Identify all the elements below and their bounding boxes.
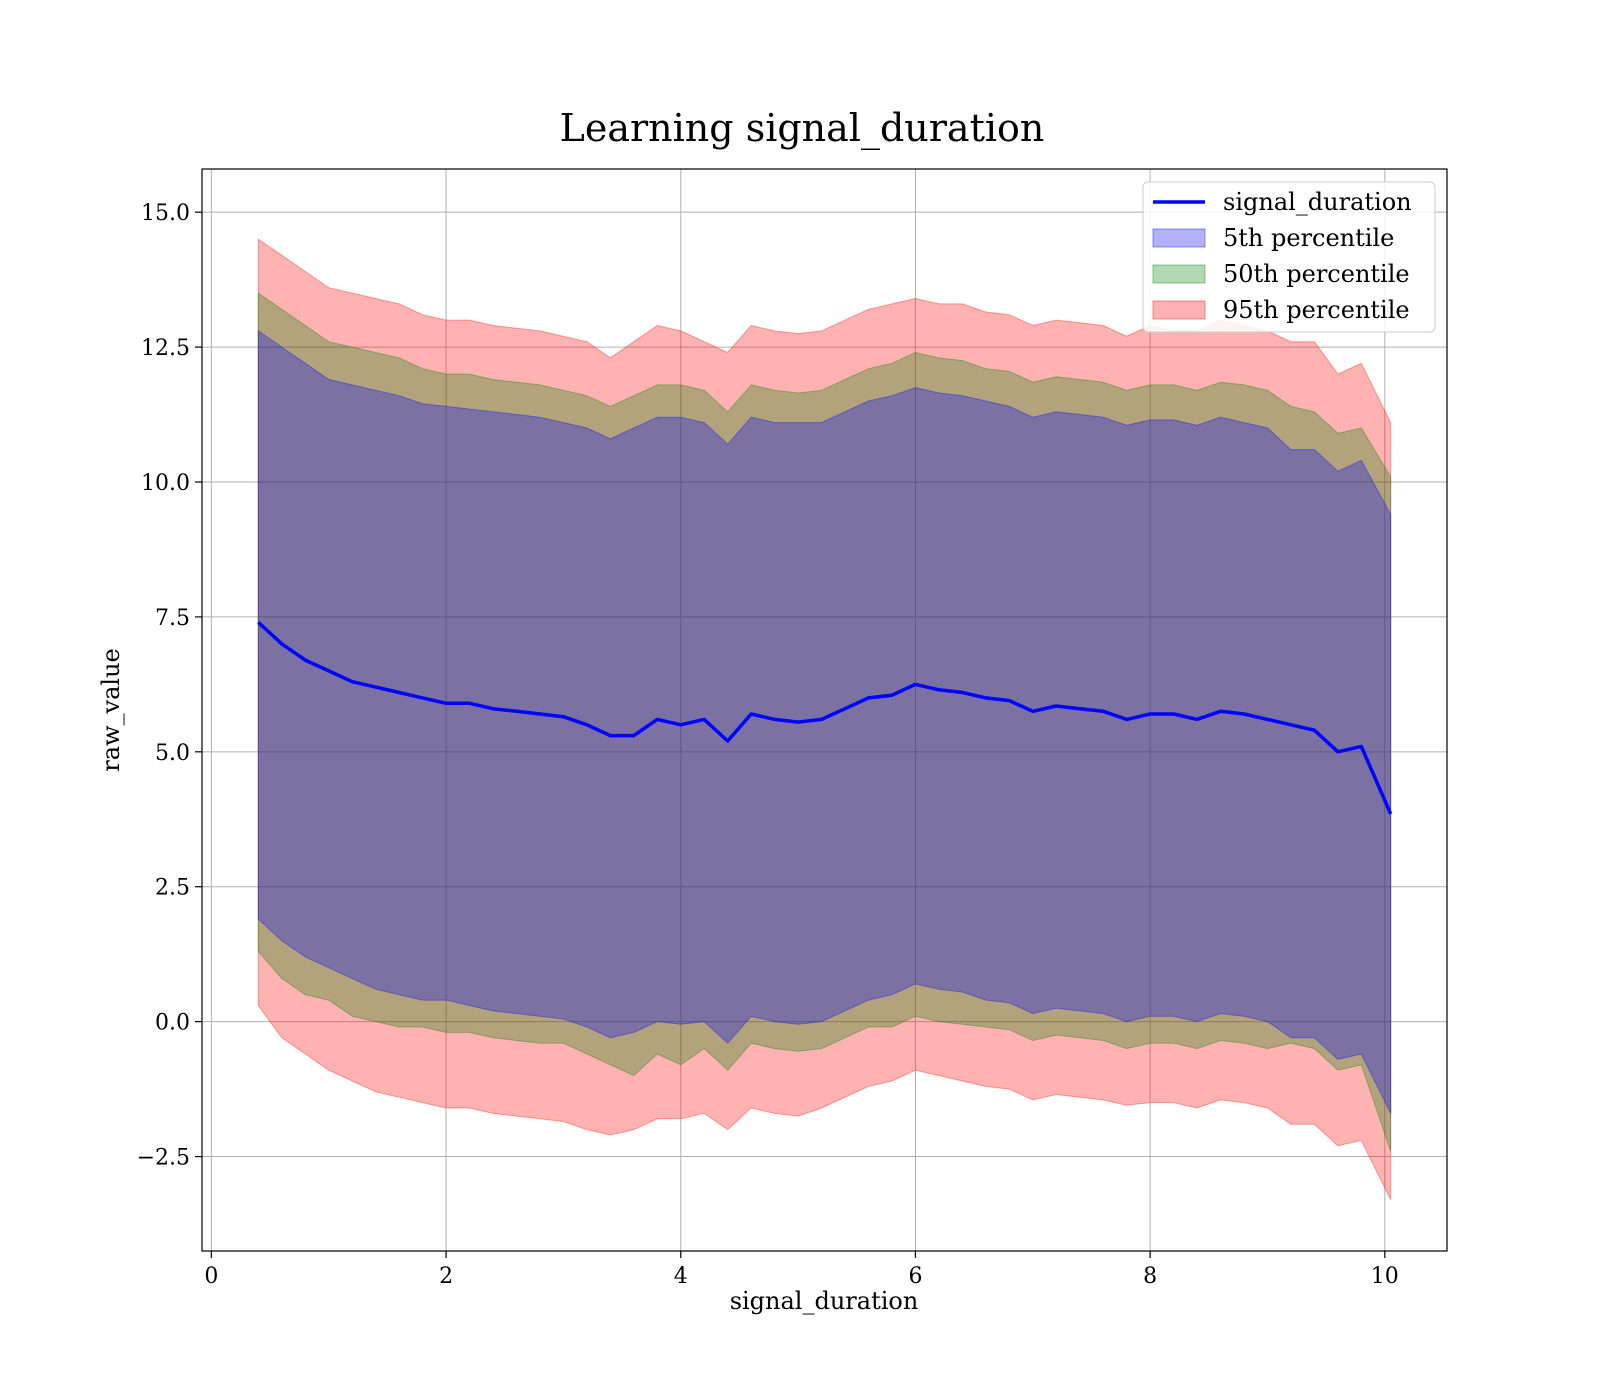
legend: signal_duration 5th percentile 50th percen…	[1142, 181, 1436, 333]
y-tick-label: 7.5	[155, 606, 190, 631]
legend-label: signal_duration	[1223, 188, 1412, 216]
band-layer	[257, 238, 1392, 1200]
line-layer	[257, 621, 1393, 815]
band-50th-percentile	[257, 292, 1392, 1152]
band-5th-percentile	[257, 329, 1392, 1114]
y-tick-label: 15.0	[141, 201, 190, 226]
legend-band-swatch	[1152, 264, 1206, 284]
legend-label: 95th percentile	[1223, 296, 1410, 324]
y-tick-label: 10.0	[141, 471, 190, 496]
y-tick-label: −2.5	[137, 1146, 190, 1171]
x-tick-label: 6	[908, 1264, 922, 1289]
grid-layer	[202, 169, 1447, 1251]
y-tick-label: 0.0	[155, 1011, 190, 1036]
legend-band-swatch	[1152, 300, 1206, 320]
x-tick-label: 8	[1143, 1264, 1157, 1289]
x-tick-label: 2	[439, 1264, 453, 1289]
y-tick-label: 12.5	[141, 336, 190, 361]
x-axis-label: signal_duration	[730, 1287, 919, 1315]
x-tick-label: 4	[674, 1264, 688, 1289]
y-tick-label: 5.0	[155, 741, 190, 766]
legend-label: 50th percentile	[1223, 260, 1410, 288]
x-tick-label: 10	[1371, 1264, 1399, 1289]
x-tick-label: 0	[204, 1264, 218, 1289]
legend-frame	[1142, 181, 1436, 333]
y-tick-label: 2.5	[155, 876, 190, 901]
legend-band-swatch	[1152, 228, 1206, 248]
y-axis-label: raw_value	[97, 648, 125, 772]
legend-label: 5th percentile	[1223, 224, 1394, 252]
plot-frame	[201, 168, 1448, 1252]
signal-duration-line	[257, 621, 1393, 815]
tick-layer: 0 2 4 6 8 10 −2.5 0.0 2.5 5.0 7.5 10.0 12.5 15.0	[137, 201, 1399, 1289]
chart-title: Learning signal_duration	[560, 106, 1045, 151]
